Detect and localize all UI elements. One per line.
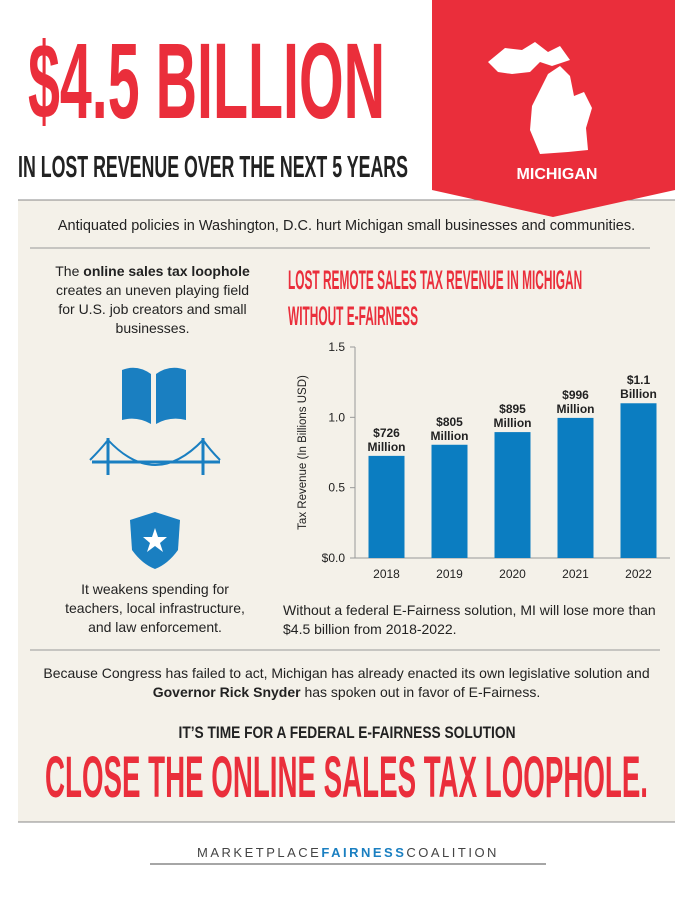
left-top: The online sales tax loophole creates an… <box>50 262 255 338</box>
bar <box>620 403 657 558</box>
value-label: $895 Million <box>493 402 532 431</box>
logo-part: FAIRNESS <box>321 845 407 860</box>
book-icon <box>122 367 186 424</box>
y-tick-label: 0.5 <box>328 481 345 495</box>
x-tick-label: 2019 <box>436 567 463 581</box>
bar <box>494 432 531 558</box>
value-label-box: $726 Million <box>367 425 406 454</box>
value-label-box: $895 Million <box>493 402 532 431</box>
closing: Because Congress has failed to act, Mich… <box>30 664 663 702</box>
shield-icon <box>130 512 180 569</box>
left-bottom: It weakens spending for teachers, local … <box>65 581 245 635</box>
call-lead: IT’S TIME FOR A FEDERAL E-FAIRNESS SOLUT… <box>179 723 516 742</box>
bar <box>431 444 468 558</box>
y-tick-label: $0.0 <box>322 551 346 565</box>
text: Because Congress has failed to act, Mich… <box>43 665 650 681</box>
main-title: $4.5 BILLION <box>28 20 385 141</box>
intro: Antiquated policies in Washington, D.C. … <box>57 218 636 234</box>
x-tick-label: 2018 <box>373 567 400 581</box>
text: creates an uneven playing field for U.S.… <box>55 282 250 336</box>
bar <box>557 417 594 558</box>
x-tick-label: 2020 <box>499 567 526 581</box>
y-axis-label: Tax Revenue (In Billions USD) <box>297 375 309 530</box>
y-tick-label: 1.5 <box>328 340 345 354</box>
subtitle: IN LOST REVENUE OVER THE NEXT 5 YEARS <box>18 149 408 184</box>
value-label: $996 Million <box>556 387 595 416</box>
y-tick-label: 1.0 <box>328 410 345 424</box>
value-label-box: $1.1 Billion <box>620 373 657 402</box>
chart-title: LOST REMOTE SALES TAX REVENUE IN MICHIGA… <box>288 265 583 331</box>
x-tick-label: 2022 <box>625 567 652 581</box>
value-label: $805 Million <box>430 414 469 443</box>
value-label: $1.1 Billion <box>620 373 657 402</box>
bridge-icon <box>89 438 221 475</box>
value-label-box: $996 Million <box>556 387 595 416</box>
chart-note: Without a federal E-Fairness solution, M… <box>283 602 656 637</box>
state-label: MICHIGAN <box>517 166 598 183</box>
value-label-box: $805 Million <box>430 414 469 443</box>
chart: $0.0 0.5 1.0 1.5 Tax Revenue (In Billions US… <box>297 340 670 581</box>
footer-logo: MARKETPLACEFAIRNESSCOALITION <box>150 845 546 860</box>
logo-part: COALITION <box>406 845 499 860</box>
x-tick-label: 2021 <box>562 567 589 581</box>
text: The <box>55 263 84 279</box>
call-headline: CLOSE THE ONLINE SALES TAX LOOPHOLE. <box>45 745 648 810</box>
value-label: $726 Million <box>367 425 406 454</box>
text: has spoken out in favor of E-Fairness. <box>300 684 541 700</box>
michigan-map <box>488 42 592 154</box>
bar <box>368 455 405 558</box>
emphasis: online sales tax loophole <box>83 263 250 279</box>
emphasis: Governor Rick Snyder <box>152 684 301 700</box>
logo-part: MARKETPLACE <box>197 845 322 860</box>
